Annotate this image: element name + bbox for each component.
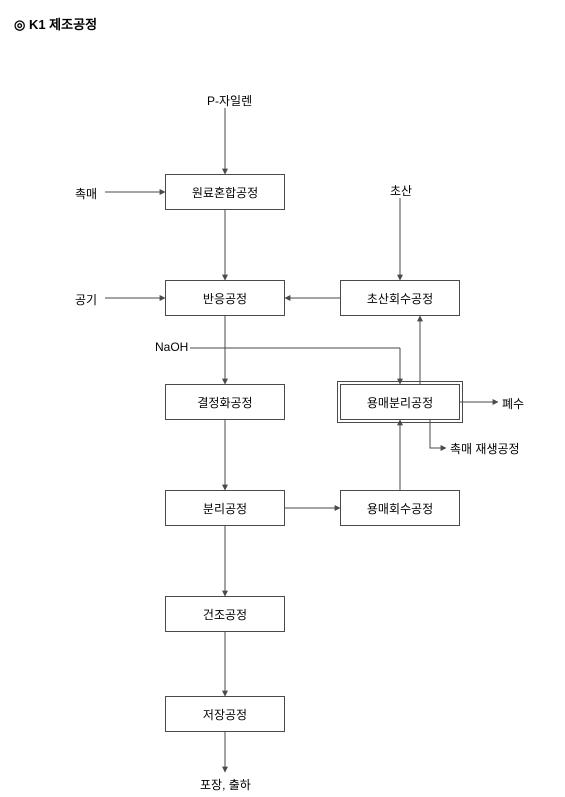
diagram-title: ◎ K1 제조공정 [14,14,97,33]
node-cryst: 결정화공정 [165,384,285,420]
node-solvrec: 용매회수공정 [340,490,460,526]
node-acetic: 초산회수공정 [340,280,460,316]
label-naoh: NaOH [155,340,188,354]
node-mix: 원료혼합공정 [165,174,285,210]
label-catregen: 촉매 재생공정 [450,440,520,457]
label-pxylene: P-자일렌 [207,92,252,109]
node-cryst-label: 결정화공정 [197,394,252,411]
label-packship: 포장, 출하 [200,776,251,793]
node-store-label: 저장공정 [203,706,247,723]
node-solvsep: 용매분리공정 [340,384,460,420]
node-mix-label: 원료혼합공정 [192,184,258,201]
node-react-label: 반응공정 [203,290,247,307]
node-react: 반응공정 [165,280,285,316]
label-catalyst: 촉매 [75,185,97,202]
node-acetic-label: 초산회수공정 [367,290,433,307]
node-sep: 분리공정 [165,490,285,526]
node-sep-label: 분리공정 [203,500,247,517]
node-dry: 건조공정 [165,596,285,632]
node-store: 저장공정 [165,696,285,732]
label-air: 공기 [75,291,97,308]
label-acetic_in: 초산 [390,182,412,199]
label-waste: 폐수 [502,395,524,412]
node-solvrec-label: 용매회수공정 [367,500,433,517]
node-solvsep-label: 용매분리공정 [367,394,433,411]
node-dry-label: 건조공정 [203,606,247,623]
edge-15 [430,420,446,448]
